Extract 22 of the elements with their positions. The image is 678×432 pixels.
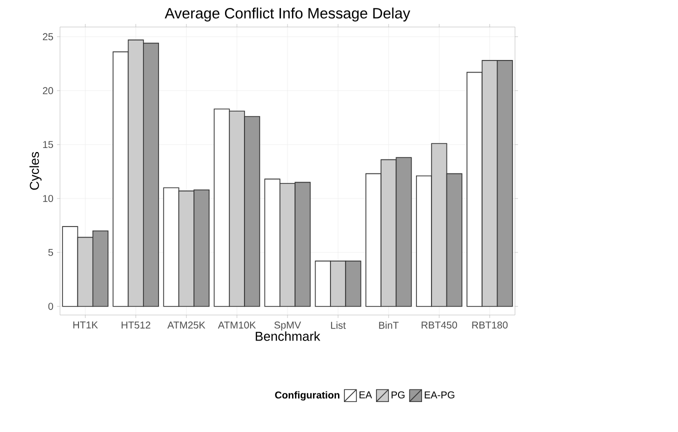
legend-title: Configuration bbox=[275, 391, 340, 401]
x-tick-label: RBT180 bbox=[472, 322, 508, 329]
x-tick-label: RBT450 bbox=[422, 322, 458, 329]
legend-label: EA-PG bbox=[424, 391, 454, 398]
y-axis-title: Cycles bbox=[29, 152, 42, 190]
y-tick-label: 5 bbox=[48, 248, 54, 256]
x-axis-title: Benchmark bbox=[256, 331, 320, 341]
x-tick-label: ATM25K bbox=[167, 322, 206, 329]
x-tick-label: SpMV bbox=[274, 322, 302, 331]
y-tick-label: 25 bbox=[42, 33, 54, 40]
x-tick-label: HT1K bbox=[73, 322, 98, 328]
x-tick-label: BinT bbox=[379, 322, 399, 329]
legend-label: PG bbox=[392, 391, 404, 398]
y-tick-label: 0 bbox=[48, 302, 54, 310]
y-tick-label: 20 bbox=[42, 87, 54, 94]
legend-label: EA bbox=[360, 391, 372, 398]
x-tick-label: List bbox=[331, 322, 346, 329]
y-tick-label: 15 bbox=[43, 141, 54, 148]
chart-title: Average Conflict Info Message Delay bbox=[164, 8, 410, 22]
x-tick-label: ATM10K bbox=[218, 322, 256, 329]
x-tick-label: HT512 bbox=[122, 322, 150, 329]
y-tick-label: 10 bbox=[43, 194, 54, 202]
